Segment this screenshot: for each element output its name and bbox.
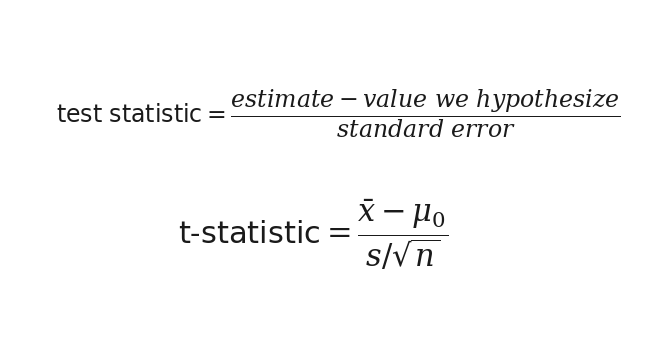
Text: $\mathdefault{test\ statistic} = \dfrac{\mathit{estimate} - \mathit{value\ we\ h: $\mathdefault{test\ statistic} = \dfrac{…: [56, 88, 620, 140]
Text: $\mathdefault{t\text{-}statistic} = \dfrac{\bar{x} - \mu_0}{s/\sqrt{n}}$: $\mathdefault{t\text{-}statistic} = \dfr…: [178, 198, 447, 272]
